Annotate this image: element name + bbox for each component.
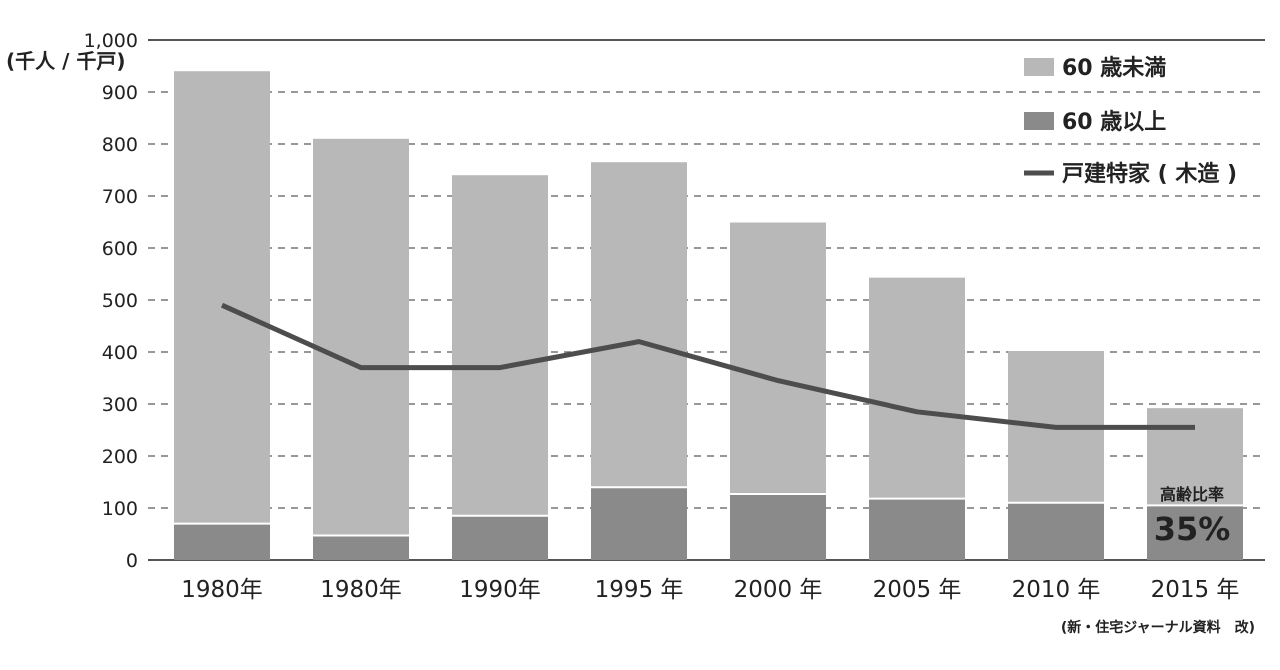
bar-age-under-60 bbox=[174, 71, 270, 524]
annotation-value: 35% bbox=[1154, 510, 1231, 548]
bar-age-under-60 bbox=[1147, 408, 1243, 506]
bar-age-under-60 bbox=[452, 175, 548, 516]
y-tick-label: 800 bbox=[102, 134, 138, 156]
y-tick-label: 1,000 bbox=[84, 30, 138, 52]
x-category-label: 2000 年 bbox=[734, 577, 823, 603]
y-axis-ticks: 0 100 200 300 400 500 600 700 800 900 1,000 bbox=[84, 30, 138, 572]
bar-age-60-plus bbox=[591, 487, 687, 560]
y-tick-label: 900 bbox=[102, 82, 138, 104]
bar-age-under-60 bbox=[313, 138, 409, 536]
bars bbox=[174, 71, 1243, 560]
x-category-label: 2010 年 bbox=[1012, 577, 1101, 603]
y-tick-label: 400 bbox=[102, 342, 138, 364]
bar-age-60-plus bbox=[174, 523, 270, 560]
legend-label: 60 歳未満 bbox=[1062, 55, 1166, 81]
x-category-label: 2005 年 bbox=[873, 577, 962, 603]
annotation: 高齢比率 35% bbox=[1154, 485, 1231, 548]
y-tick-label: 100 bbox=[102, 498, 138, 520]
legend-swatch bbox=[1024, 112, 1054, 130]
bar-age-60-plus bbox=[1008, 502, 1104, 560]
line-detached-houses-wooden bbox=[220, 302, 1195, 430]
y-tick-label: 700 bbox=[102, 186, 138, 208]
bar-age-60-plus bbox=[452, 515, 548, 560]
y-tick-label: 500 bbox=[102, 290, 138, 312]
legend-label: 60 歳以上 bbox=[1062, 110, 1166, 135]
y-axis-unit-label: (千人 / 千戸) bbox=[6, 49, 126, 73]
bar-age-60-plus bbox=[730, 493, 826, 560]
line-series bbox=[220, 302, 1195, 430]
x-category-label: 1980年 bbox=[320, 577, 402, 603]
legend-swatch bbox=[1024, 58, 1054, 76]
bar-age-under-60 bbox=[869, 277, 965, 499]
x-category-label: 2015 年 bbox=[1151, 577, 1240, 603]
source-note: (新・住宅ジャーナル資料 改) bbox=[1061, 619, 1255, 636]
bar-age-under-60 bbox=[591, 162, 687, 488]
legend-label: 戸建特家 ( 木造 ) bbox=[1062, 161, 1237, 187]
x-category-label: 1995 年 bbox=[595, 577, 684, 603]
bar-age-60-plus bbox=[1147, 505, 1243, 560]
bar-age-under-60 bbox=[730, 222, 826, 494]
x-axis-categories: 1980年 1980年 1990年 1995 年 2000 年 2005 年 2010 年 2… bbox=[181, 577, 1239, 603]
y-tick-label: 600 bbox=[102, 238, 138, 260]
y-tick-label: 0 bbox=[126, 550, 138, 572]
x-category-label: 1990年 bbox=[459, 577, 541, 603]
bar-age-60-plus bbox=[313, 535, 409, 560]
bar-age-60-plus bbox=[869, 498, 965, 560]
y-tick-label: 200 bbox=[102, 446, 138, 468]
x-category-label: 1980年 bbox=[181, 577, 263, 603]
annotation-label: 高齢比率 bbox=[1160, 485, 1224, 504]
y-tick-label: 300 bbox=[102, 394, 138, 416]
